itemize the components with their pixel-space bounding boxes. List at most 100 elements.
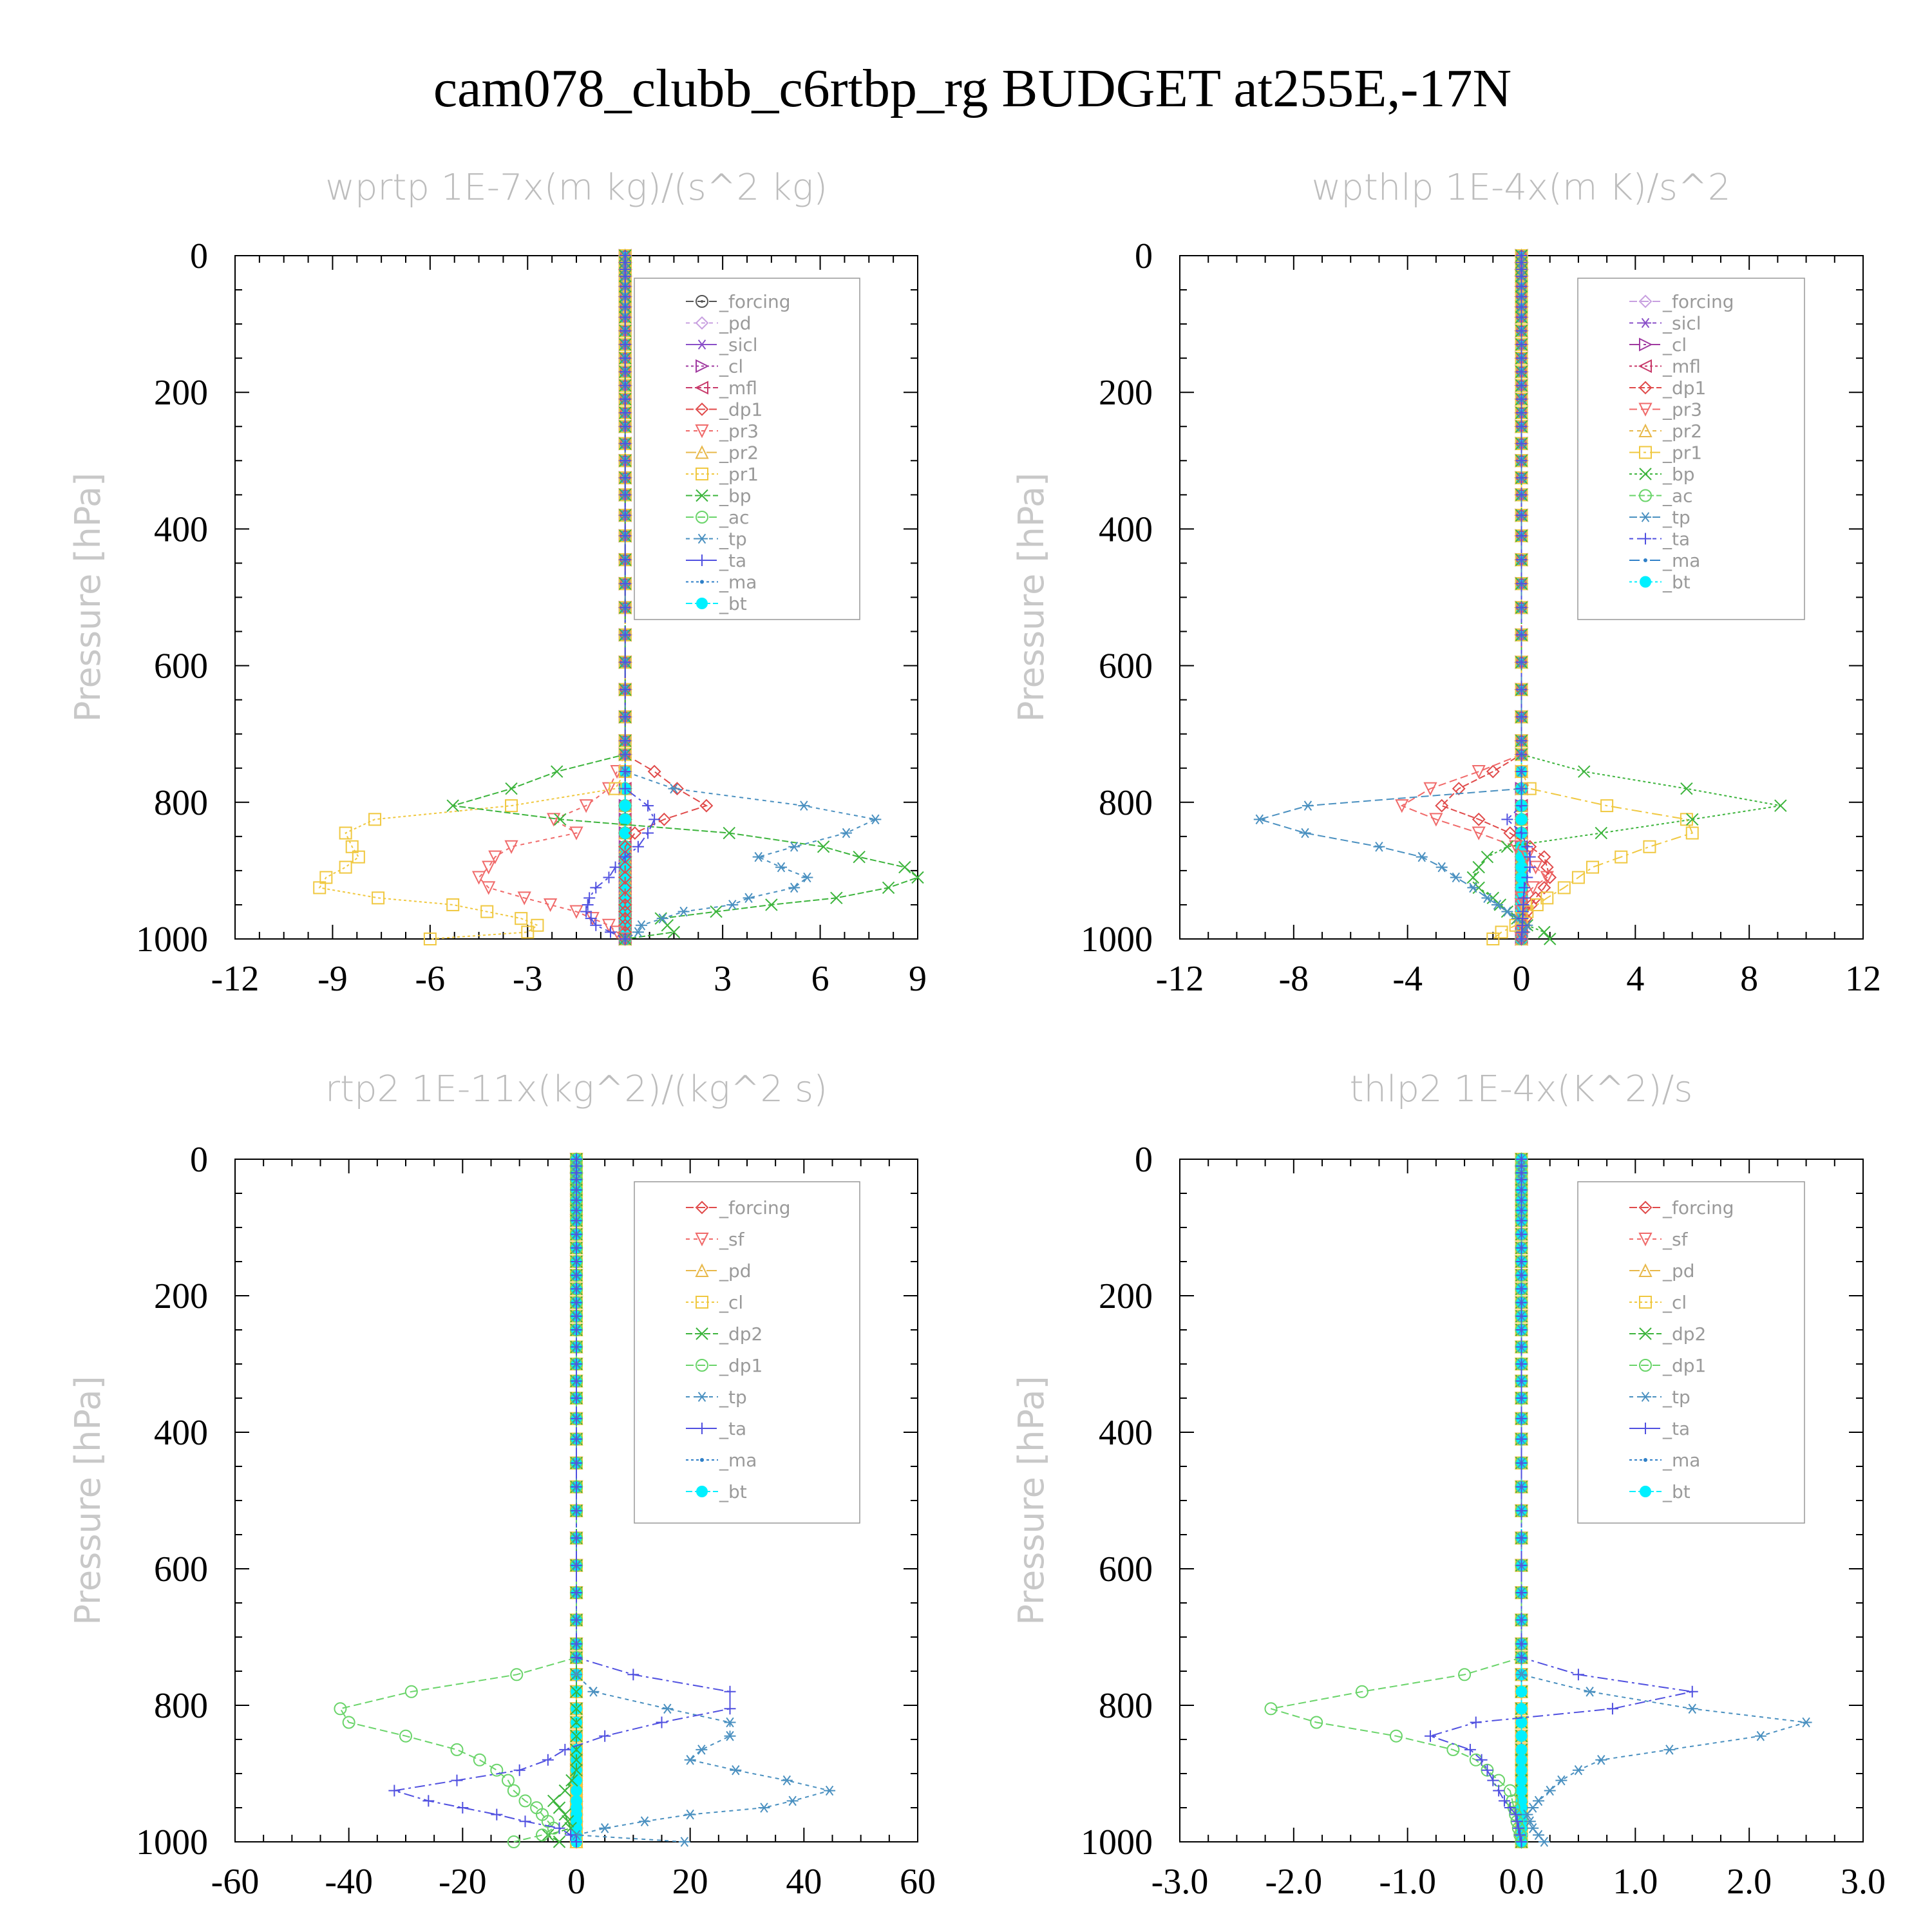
- legend-marker: [695, 1233, 709, 1247]
- data-point: [601, 918, 616, 933]
- data-point: [1491, 900, 1503, 910]
- y-tick-label: 800: [1099, 1686, 1153, 1726]
- legend-marker: [1640, 1423, 1651, 1434]
- y-axis-label: Pressure [hPa]: [68, 1376, 108, 1625]
- data-point: [642, 800, 654, 812]
- data-point: [345, 840, 359, 853]
- data-point: [1521, 871, 1533, 884]
- data-point: [1373, 841, 1385, 852]
- x-tick-label: -12: [211, 959, 260, 999]
- data-point: [422, 1795, 435, 1807]
- legend-label: _tp: [1662, 507, 1690, 528]
- data-point: [817, 840, 830, 853]
- data-point: [628, 826, 642, 840]
- legend-marker: [1639, 1327, 1652, 1340]
- data-point: [1686, 813, 1699, 826]
- data-point: [570, 1729, 583, 1743]
- data-point: [505, 799, 518, 813]
- data-point: [558, 1784, 572, 1797]
- legend-label: _ma: [719, 572, 757, 593]
- data-point: [1515, 1703, 1528, 1715]
- data-point: [404, 1685, 418, 1698]
- data-point: [635, 920, 647, 931]
- data-point: [1470, 1716, 1482, 1728]
- data-point: [781, 1775, 793, 1786]
- data-point: [553, 1801, 566, 1814]
- data-point: [726, 900, 739, 910]
- data-point: [570, 1716, 583, 1729]
- data-point: [1511, 1815, 1523, 1828]
- data-point: [571, 1412, 582, 1425]
- legend-label: _ac: [1662, 486, 1693, 507]
- legend-marker: [696, 1296, 708, 1309]
- legend-marker: [1639, 1296, 1652, 1309]
- data-point: [565, 1829, 577, 1841]
- data-point: [559, 1743, 571, 1756]
- data-point: [510, 1668, 524, 1681]
- series-dp1: [1435, 249, 1557, 946]
- data-point: [882, 881, 895, 895]
- x-tick-label: 8: [1740, 959, 1758, 999]
- legend-label: _ta: [719, 1418, 746, 1439]
- data-point: [1481, 850, 1494, 864]
- y-tick-label: 400: [1099, 509, 1153, 549]
- data-point: [1538, 1837, 1550, 1847]
- data-point: [507, 1835, 520, 1848]
- data-point: [619, 601, 631, 614]
- data-point: [1515, 1730, 1528, 1742]
- panel-title: thlp2 1E-4x(K^2)/s: [1350, 1068, 1693, 1110]
- legend-marker: [1638, 402, 1653, 417]
- x-tick-label: 3.0: [1841, 1862, 1886, 1902]
- data-point: [1452, 782, 1466, 795]
- data-point: [619, 933, 631, 945]
- data-point: [1643, 840, 1656, 853]
- legend-label: _pr3: [719, 421, 759, 442]
- data-point: [571, 1587, 582, 1599]
- data-point: [1515, 1256, 1528, 1267]
- data-point: [571, 1310, 582, 1322]
- data-point: [840, 828, 852, 838]
- legend-label: _forcing: [1662, 1197, 1734, 1218]
- legend-label: _pd: [1662, 1260, 1695, 1282]
- data-point: [1481, 893, 1493, 904]
- data-point: [632, 840, 644, 853]
- data-point: [1515, 1412, 1528, 1425]
- data-point: [1543, 871, 1557, 884]
- data-point: [1389, 1729, 1403, 1743]
- x-tick-label: 0: [616, 959, 634, 999]
- data-point: [647, 764, 661, 779]
- data-point: [1515, 1669, 1528, 1680]
- data-point: [1540, 860, 1554, 875]
- data-point: [1595, 826, 1607, 840]
- data-point: [1264, 1702, 1278, 1716]
- data-point: [1515, 629, 1528, 641]
- data-point: [1800, 1717, 1812, 1728]
- data-point: [1663, 1745, 1676, 1755]
- data-point: [558, 1808, 572, 1821]
- legend-marker-dot: [701, 300, 703, 303]
- data-point: [724, 1730, 736, 1741]
- legend-marker: [1639, 489, 1652, 502]
- data-point: [656, 913, 668, 923]
- data-point: [473, 1753, 486, 1766]
- data-point: [1515, 489, 1528, 501]
- data-point: [657, 812, 671, 826]
- data-point: [619, 393, 631, 405]
- data-point: [1458, 1668, 1472, 1681]
- legend-label: _dp2: [719, 1323, 762, 1345]
- data-point: [1467, 882, 1479, 893]
- data-point: [1395, 799, 1409, 813]
- panel-3: rtp2 1E-11x(kg^2)/(kg^2 s) Pressure [hPa]…: [68, 1068, 936, 1902]
- data-point: [1515, 1638, 1528, 1650]
- data-point: [1606, 1703, 1618, 1715]
- data-point: [1515, 578, 1528, 590]
- data-point: [1515, 352, 1528, 365]
- data-point: [618, 898, 632, 912]
- data-point: [798, 800, 810, 811]
- x-tick-label: -60: [211, 1862, 260, 1902]
- legend-marker: [1639, 468, 1652, 480]
- data-point: [1515, 601, 1528, 614]
- y-tick-label: 600: [1099, 1549, 1153, 1589]
- data-point: [1515, 1614, 1528, 1626]
- data-point: [536, 1828, 549, 1842]
